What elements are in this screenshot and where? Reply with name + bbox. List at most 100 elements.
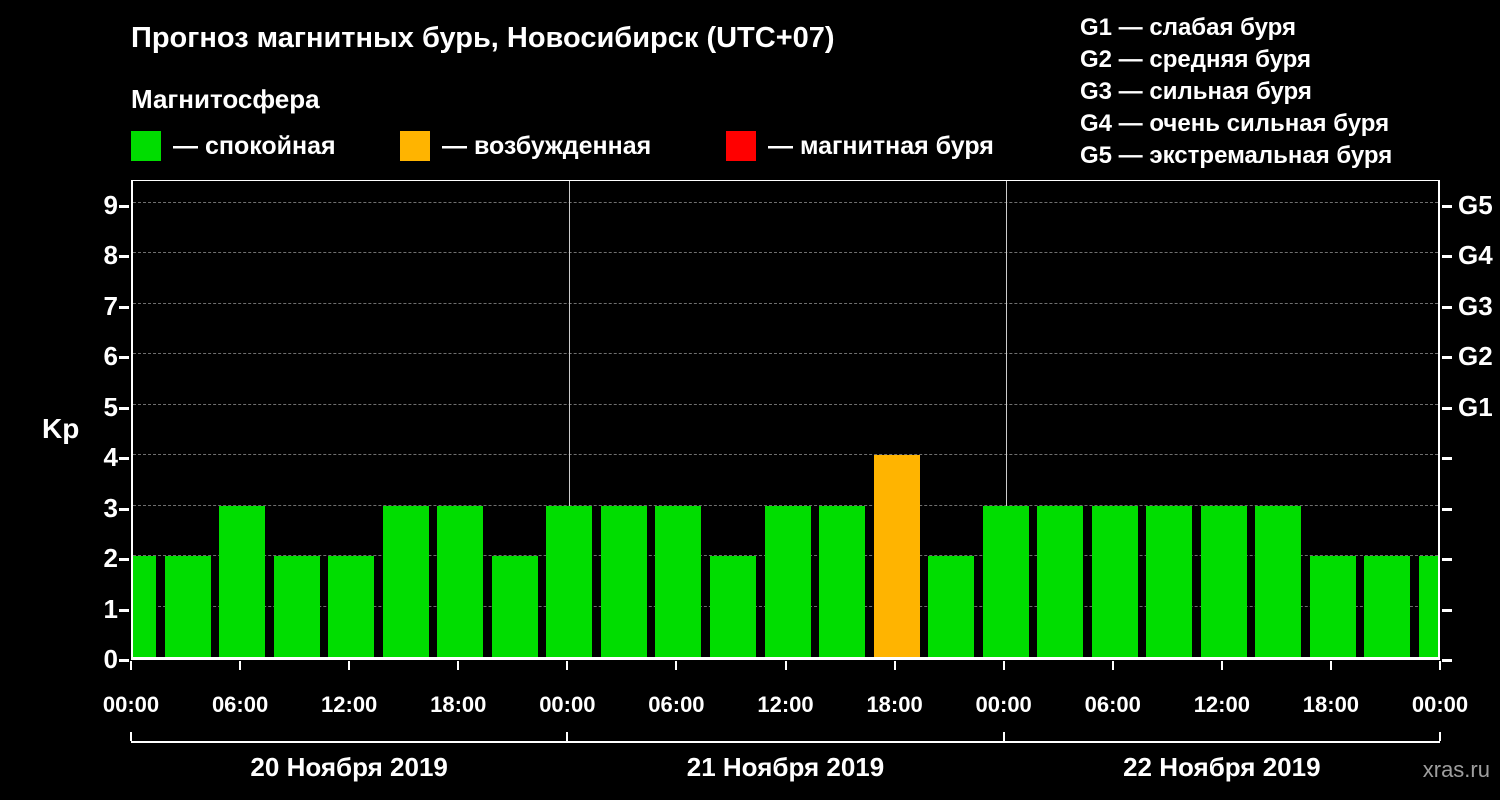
kp-bar [328, 556, 375, 657]
g-level-label-g2: G2 [1458, 341, 1493, 371]
y-tick-label: 4 [103, 442, 118, 472]
y-tick-label: 5 [103, 391, 118, 422]
kp-bar [1364, 556, 1411, 657]
day-separator [569, 181, 571, 657]
y-tick-label: 2 [103, 543, 118, 573]
x-tick-mark [784, 661, 787, 670]
xras-watermark-link[interactable]: xras.ru [1422, 757, 1490, 782]
date-axis-line [131, 741, 1440, 743]
kp-bar [273, 556, 320, 657]
g-level-label-g5: G5 [1458, 189, 1493, 220]
g-level-label-g1: G1 [1458, 391, 1493, 422]
x-tick-mark [675, 661, 678, 670]
gridline-kp-3 [133, 504, 1438, 506]
y-tick-mark-right [1442, 558, 1452, 561]
x-tick-mark [1329, 661, 1332, 670]
y-tick-mark-left [119, 457, 129, 460]
x-tick-mark [1439, 661, 1441, 670]
x-tick-label: 00:00 [1411, 692, 1469, 717]
x-tick-label: 06:00 [1084, 692, 1141, 717]
kp-bar [1091, 505, 1138, 657]
x-tick-label: 00:00 [975, 692, 1032, 717]
gridline-kp-6 [133, 353, 1438, 354]
y-tick-mark-right [1442, 406, 1452, 410]
y-tick-mark-left [119, 608, 129, 612]
y-tick-mark-right [1442, 204, 1452, 208]
legend-item-excited: — возбужденная [400, 131, 651, 161]
kp-bar [382, 505, 429, 657]
g-scale-legend: G1 — слабая буря G2 — средняя буря G3 — … [1080, 12, 1392, 172]
kp-bar [709, 556, 756, 657]
kp-bar [1037, 505, 1084, 657]
x-tick-label: 18:00 [1302, 692, 1360, 717]
x-tick-label: 00:00 [102, 692, 160, 717]
legend-label-storm: — магнитная буря [768, 131, 994, 160]
x-tick-label: 12:00 [321, 692, 378, 717]
kp-bar [600, 505, 647, 657]
date-axis-tick [130, 732, 132, 741]
y-tick-mark-right [1442, 356, 1452, 359]
y-tick-mark-left [119, 255, 129, 258]
x-tick-label: 18:00 [866, 692, 923, 717]
gridline-kp-8 [133, 252, 1438, 253]
g-level-label-g3: G3 [1458, 290, 1493, 321]
kp-bar [133, 556, 156, 657]
y-axis-label: Kp [42, 413, 80, 444]
date-axis-tick [566, 732, 569, 741]
x-tick-mark [1111, 661, 1114, 670]
x-tick-label: 06:00 [211, 692, 269, 717]
date-label: 20 Ноября 2019 [250, 752, 448, 782]
y-tick-mark-right [1442, 255, 1452, 258]
kp-bar [164, 556, 211, 657]
gridline-kp-9 [133, 201, 1438, 203]
date-axis-tick [1002, 732, 1005, 741]
excited-swatch-icon [400, 131, 430, 161]
x-tick-mark [130, 661, 132, 670]
y-tick-mark-left [119, 356, 129, 359]
x-tick-mark [893, 661, 896, 670]
g-scale-line-g4: G4 — очень сильная буря [1080, 110, 1390, 137]
kp-bar [546, 505, 593, 657]
kp-bar [982, 505, 1029, 657]
y-tick-label: 3 [103, 492, 118, 523]
chart-title: Прогноз магнитных бурь, Новосибирск (UTC… [131, 22, 835, 54]
y-tick-mark-right [1442, 608, 1452, 612]
y-tick-mark-left [119, 305, 129, 309]
kp-bar [1309, 556, 1356, 657]
gridline-kp-7 [133, 302, 1438, 304]
x-tick-mark [457, 661, 460, 670]
x-tick-label: 12:00 [1193, 692, 1250, 717]
y-tick-mark-right [1442, 507, 1452, 511]
x-tick-mark [348, 661, 351, 670]
x-tick-mark [566, 661, 569, 670]
y-tick-mark-left [119, 659, 129, 662]
kp-bar [491, 556, 538, 657]
g-scale-line-g2: G2 — средняя буря [1080, 46, 1311, 73]
kp-bar [219, 505, 266, 657]
x-tick-mark [1002, 661, 1005, 670]
kp-bar [1200, 505, 1247, 657]
y-tick-label: 1 [103, 593, 118, 624]
storm-swatch-icon [726, 131, 756, 161]
kp-bar [1146, 505, 1193, 657]
legend-label-excited: — возбужденная [442, 131, 652, 160]
quiet-swatch-icon [131, 131, 161, 161]
legend-label-quiet: — спокойная [173, 131, 336, 160]
x-tick-label: 06:00 [648, 692, 705, 717]
y-tick-label: 0 [103, 644, 118, 674]
date-label: 22 Ноября 2019 [1123, 752, 1321, 782]
x-tick-mark [239, 661, 242, 670]
g-scale-line-g3: G3 — сильная буря [1080, 78, 1312, 105]
date-label: 21 Ноября 2019 [686, 752, 885, 782]
y-tick-label: 8 [103, 240, 118, 270]
y-tick-label: 6 [103, 341, 118, 371]
kp-bar [764, 505, 811, 657]
y-tick-mark-left [119, 406, 129, 410]
y-tick-mark-left [119, 507, 129, 511]
g-scale-line-g5: G5 — экстремальная буря [1080, 142, 1393, 169]
legend-item-storm: — магнитная буря [726, 131, 994, 161]
g-level-label-g4: G4 [1458, 240, 1493, 270]
y-tick-label: 9 [103, 189, 118, 220]
y-tick-mark-left [119, 204, 129, 208]
kp-bar [1419, 556, 1438, 657]
